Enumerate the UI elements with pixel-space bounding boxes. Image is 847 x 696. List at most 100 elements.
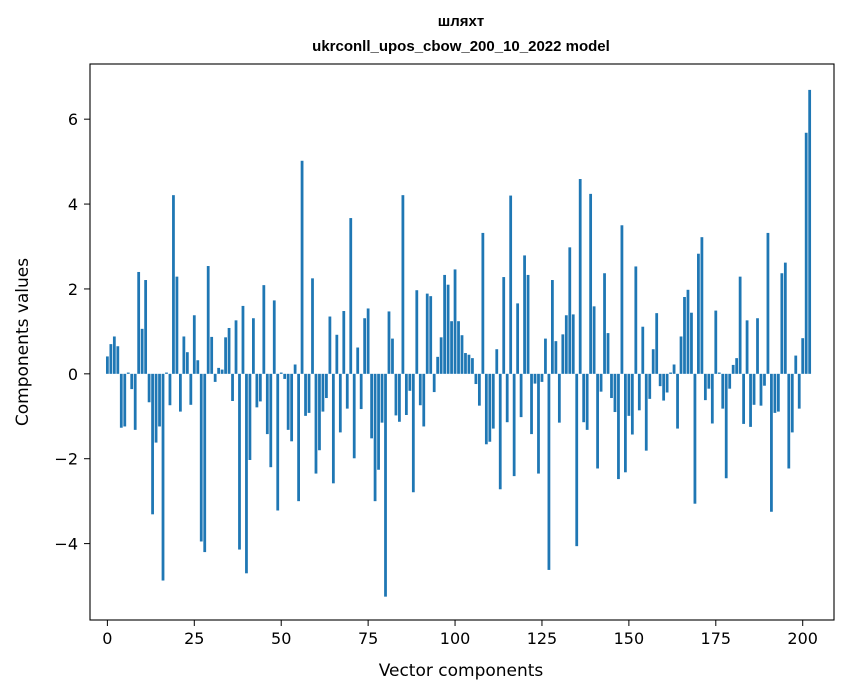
bar [109, 344, 113, 374]
bar [154, 373, 158, 443]
bar [213, 373, 217, 382]
bar [269, 373, 273, 468]
bar [217, 367, 221, 374]
bar [582, 373, 586, 423]
bar [231, 373, 234, 401]
bar [683, 297, 686, 374]
bar [199, 373, 203, 542]
bar [634, 266, 638, 374]
bar [533, 373, 537, 384]
bar [742, 373, 745, 424]
bar [717, 372, 721, 374]
bar [526, 274, 530, 374]
bar [575, 373, 579, 547]
x-axis-label: Vector components [379, 661, 544, 681]
bar [457, 321, 460, 374]
bar [624, 373, 627, 473]
bar [568, 247, 572, 374]
bar [224, 337, 227, 374]
x-tick-label: 75 [358, 629, 378, 648]
bar [783, 262, 787, 374]
bar [710, 373, 714, 424]
bar [808, 89, 812, 374]
bar [738, 276, 742, 374]
x-tick-label: 100 [440, 629, 471, 648]
x-tick-label: 50 [271, 629, 291, 648]
bar [119, 373, 123, 428]
bar [116, 346, 120, 374]
bar [523, 255, 526, 374]
bar [599, 373, 603, 392]
bar [686, 289, 690, 374]
bar [349, 218, 353, 374]
y-tick-label: 4 [68, 195, 78, 214]
bar [220, 369, 224, 374]
bar [377, 373, 380, 470]
bar [297, 373, 300, 502]
chart-subtitle: ukrconll_upos_cbow_200_10_2022 model [312, 38, 610, 55]
bar [130, 373, 134, 390]
bar [728, 373, 732, 389]
bar [123, 373, 127, 427]
bar [603, 273, 606, 374]
bar [655, 313, 659, 374]
bar [290, 373, 294, 442]
bar [453, 269, 457, 374]
x-tick-label: 150 [614, 629, 645, 648]
bar [182, 336, 186, 374]
bar [672, 364, 676, 374]
bar [314, 373, 318, 474]
bar [328, 316, 332, 374]
y-tick-label: 0 [68, 365, 78, 384]
y-axis-label: Components values [13, 258, 33, 426]
bar [613, 373, 617, 413]
bar [321, 373, 325, 412]
bar [425, 293, 429, 374]
bar [408, 373, 412, 391]
bar [391, 338, 394, 374]
bar [554, 341, 558, 374]
bar [804, 132, 808, 374]
bar [279, 372, 283, 374]
y-tick-label: −4 [54, 535, 78, 554]
bar [158, 373, 161, 427]
bar [630, 373, 634, 435]
bar [519, 373, 523, 418]
bar [258, 373, 262, 402]
bar [415, 290, 419, 374]
bar [436, 356, 440, 374]
bar [356, 347, 360, 374]
bar [234, 320, 238, 374]
bar [140, 328, 144, 374]
plot-frame [89, 63, 835, 621]
bar [578, 179, 582, 374]
bar [286, 373, 290, 430]
bar [721, 373, 725, 409]
x-tick-label: 25 [184, 629, 204, 648]
bar [564, 315, 568, 374]
bar [418, 373, 422, 406]
bar [265, 373, 269, 435]
bar [245, 373, 248, 574]
bar [342, 311, 346, 374]
bar [693, 373, 697, 504]
bar [394, 373, 398, 416]
bar [491, 373, 495, 429]
bar [165, 372, 168, 374]
bar [352, 373, 356, 459]
bar [617, 373, 620, 480]
x-tick-label: 0 [102, 629, 112, 648]
bar [147, 373, 151, 403]
bar [450, 321, 453, 374]
bar [544, 338, 547, 374]
bar [446, 284, 450, 374]
bars-group [105, 89, 812, 597]
bar [255, 373, 259, 408]
bar [735, 358, 739, 374]
bar [665, 373, 669, 393]
bar [484, 373, 488, 445]
bar [422, 373, 426, 427]
bar [345, 373, 349, 409]
bar [790, 373, 794, 433]
